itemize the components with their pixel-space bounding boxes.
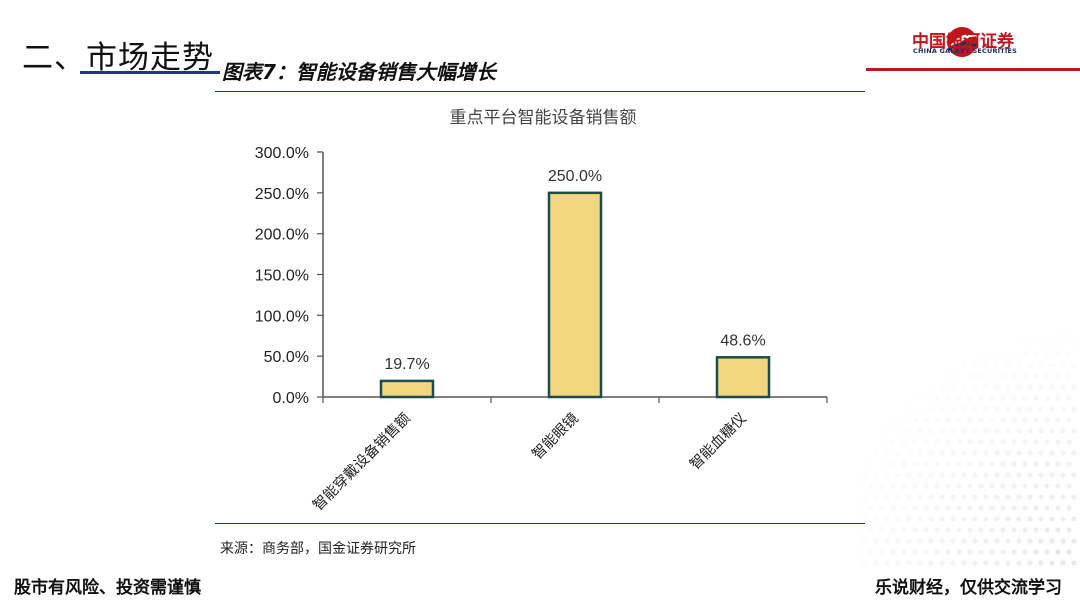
bar (715, 356, 771, 399)
category-label: 智能血糖仪 (687, 410, 750, 473)
y-tick-label: 300.0% (255, 145, 309, 162)
bars (379, 191, 771, 399)
footer-risk-warning: 股市有风险、投资需谨慎 (14, 578, 201, 598)
y-tick-label: 250.0% (255, 186, 309, 203)
category-label: 智能眼镜 (528, 409, 582, 463)
y-tick-label: 0.0% (273, 390, 309, 407)
y-tick-label: 50.0% (264, 349, 309, 366)
galaxy-logo-icon (947, 27, 980, 57)
decorative-dots-icon (860, 340, 1077, 566)
category-label: 智能穿戴设备销售额 (310, 409, 415, 514)
y-tick-label: 100.0% (255, 308, 309, 325)
category-labels: 智能穿戴设备销售额 智能眼镜 智能血糖仪 (310, 409, 750, 514)
footer-disclaimer: 乐说财经，仅供交流学习 (875, 578, 1062, 598)
logo-chinese-name: 中国银河证券 (912, 32, 1014, 52)
figure-caption: 图表7：智能设备销售大幅增长 (222, 60, 496, 84)
bar (547, 191, 603, 399)
header-red-rule (866, 68, 1080, 71)
logo-english-name: CHINA GALAXY SECURITIES (913, 47, 1018, 55)
source-note: 来源：商务部，国金证券研究所 (220, 541, 416, 557)
bar-value-label: 48.6% (720, 332, 765, 349)
bar-value-label: 250.0% (548, 168, 602, 185)
figure-top-rule (215, 91, 865, 92)
section-title-underline (80, 71, 220, 74)
figure-bottom-rule (215, 523, 865, 524)
y-tick-label: 200.0% (255, 227, 309, 244)
bar (379, 379, 435, 399)
chart-title: 重点平台智能设备销售额 (450, 108, 637, 128)
bar-value-label: 19.7% (384, 356, 429, 373)
y-tick-label: 150.0% (255, 268, 309, 285)
data-labels: 19.7% 250.0% 48.6% (384, 168, 765, 373)
section-title: 二、市场走势 (22, 40, 214, 76)
bar-chart: 重点平台智能设备销售额 0.0% 50.0% 100.0% 150.0% 200.0% 2… (255, 108, 828, 514)
y-axis: 0.0% 50.0% 100.0% 150.0% 200.0% 250.0% 300.0% (255, 145, 324, 407)
